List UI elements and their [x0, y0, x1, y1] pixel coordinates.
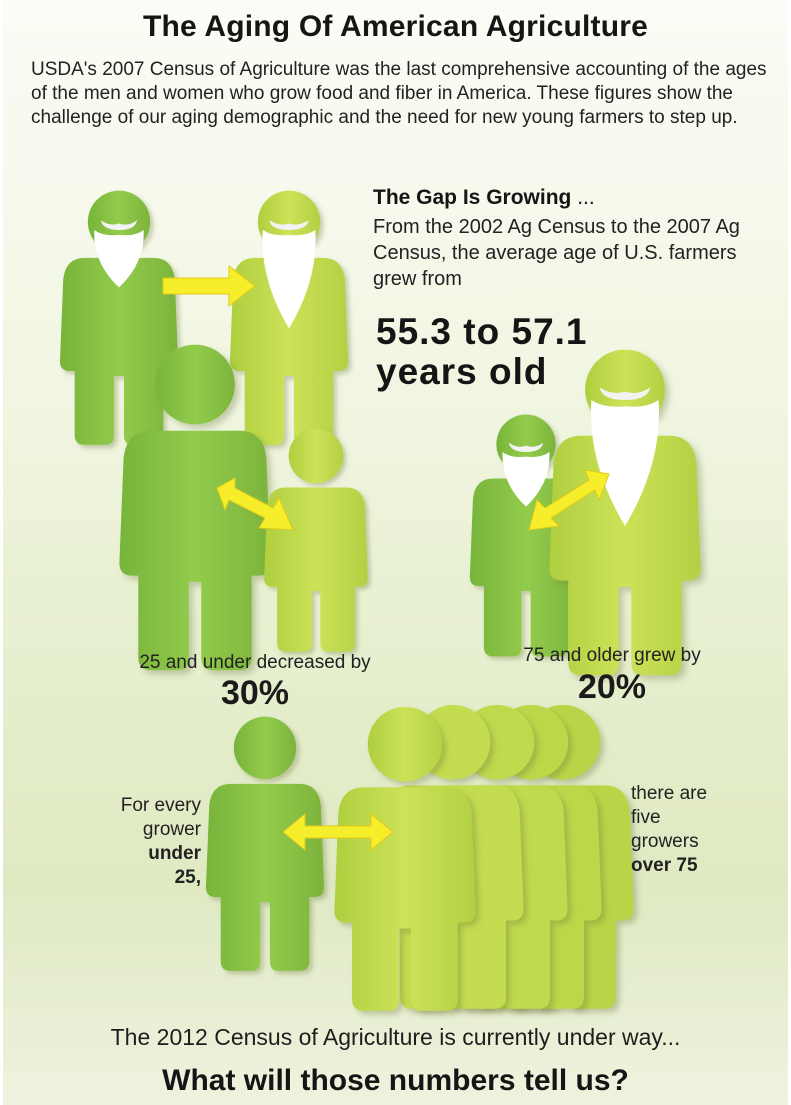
average-age-unit: years old	[376, 351, 548, 392]
double-arrow-icon	[528, 469, 610, 531]
over-75-percent: 20%	[577, 668, 647, 706]
under-25-percent: 30%	[220, 674, 290, 712]
infographic-page: The Aging Of American Agriculture USDA's…	[3, 0, 788, 1105]
average-age-range: 55.3 to 57.1	[376, 311, 588, 352]
page-title: The Aging Of American Agriculture	[143, 10, 648, 43]
ratio-right-text: there are five growers over 75	[631, 782, 751, 878]
ratio-right-bold: over 75	[631, 855, 698, 876]
ratio-left-line: For every	[120, 795, 201, 816]
over-75-caption: 75 and older grew by	[523, 645, 701, 666]
ratio-left-bold: under	[148, 843, 201, 864]
under-25-caption: 25 and under decreased by	[139, 652, 371, 673]
grower-under-25-figure	[205, 716, 325, 971]
double-arrow-icon	[216, 477, 294, 531]
gap-body-text: From the 2002 Ag Census to the 2007 Ag C…	[373, 216, 740, 290]
footer-question: What will those numbers tell us?	[162, 1064, 629, 1097]
ratio-left-bold: 25,	[174, 867, 201, 888]
gap-heading-ellipsis: ...	[577, 186, 595, 209]
ratio-left-text: For every grower under 25,	[81, 794, 201, 890]
ratio-right-line: five	[631, 807, 661, 828]
ratio-right-line: there are	[631, 783, 708, 804]
ratio-right-line: growers	[631, 831, 699, 852]
figures-illustration	[59, 190, 701, 1011]
average-age-stat: 55.3 to 57.1 years old	[376, 312, 776, 392]
gap-heading-text: The Gap Is Growing	[373, 186, 572, 209]
right-arrow-icon	[162, 264, 256, 308]
double-arrow-icon	[282, 812, 394, 852]
young-figure	[264, 428, 368, 652]
footer-line: The 2012 Census of Agriculture is curren…	[110, 1024, 681, 1050]
gap-heading: The Gap Is Growing ...	[373, 186, 595, 210]
ratio-left-line: grower	[142, 819, 201, 840]
intro-paragraph: USDA's 2007 Census of Agriculture was th…	[31, 59, 767, 128]
